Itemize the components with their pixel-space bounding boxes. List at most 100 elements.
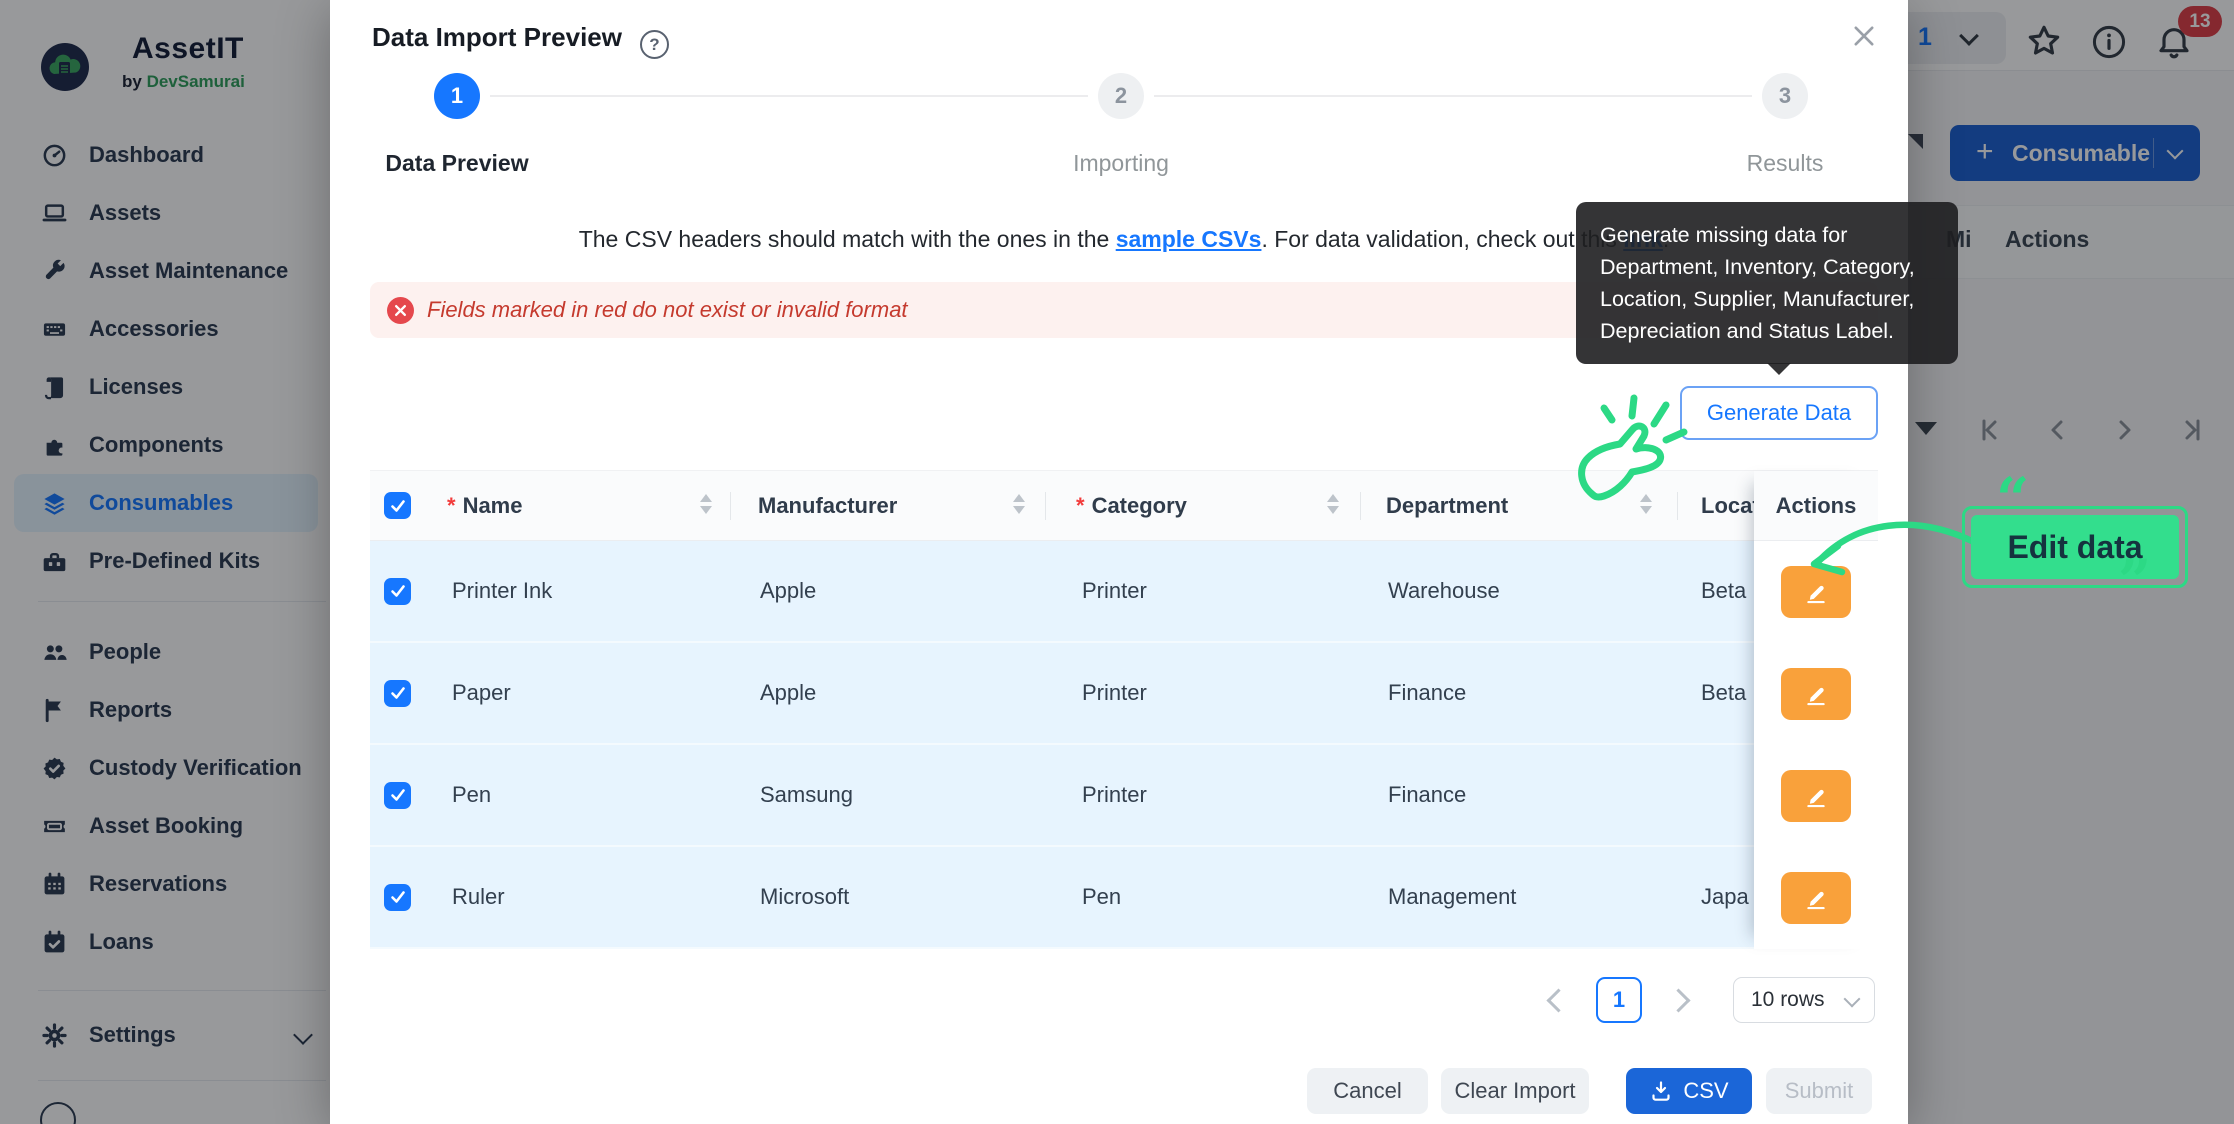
next-page-icon[interactable] — [1666, 988, 1691, 1013]
column-divider — [1045, 492, 1046, 520]
first-page-icon[interactable] — [1975, 416, 2003, 444]
generate-data-button[interactable]: Generate Data — [1680, 386, 1878, 440]
submit-button[interactable]: Submit — [1766, 1068, 1872, 1114]
edit-row-button[interactable] — [1781, 668, 1851, 720]
quote-close-icon: ” — [2118, 547, 2152, 615]
sort-icon[interactable] — [1013, 494, 1025, 514]
license-icon — [44, 376, 64, 399]
cell-manufacturer: Microsoft — [760, 884, 850, 909]
info-icon[interactable] — [2090, 23, 2128, 61]
column-header-department[interactable]: Department — [1386, 493, 1509, 518]
cell-category: Printer — [1082, 680, 1147, 705]
row-checkbox[interactable] — [384, 847, 411, 947]
notification-bell-icon[interactable] — [2154, 24, 2194, 64]
column-header-location[interactable]: Location — [1701, 493, 1755, 518]
sidebar-divider — [38, 990, 326, 991]
dropdown-caret-icon[interactable] — [1915, 422, 1937, 435]
prev-page-icon[interactable] — [2043, 416, 2071, 444]
sidebar-item-label: Reservations — [89, 871, 228, 896]
sidebar-item-label: Asset Maintenance — [89, 258, 289, 283]
sort-icon[interactable] — [1327, 494, 1339, 514]
last-page-icon[interactable] — [2179, 416, 2207, 444]
edit-row-button[interactable] — [1781, 566, 1851, 618]
column-header-manufacturer[interactable]: Manufacturer — [758, 493, 898, 518]
table-row[interactable]: Paper Apple Printer Finance Beta — [370, 643, 1878, 745]
column-divider — [730, 492, 731, 520]
prev-page-icon[interactable] — [1546, 988, 1571, 1013]
step-connector — [1154, 95, 1752, 97]
sidebar-divider — [38, 601, 326, 602]
sample-csvs-link[interactable]: sample CSVs — [1115, 226, 1262, 252]
quote-open-icon: “ — [1996, 465, 2030, 533]
page-size-select[interactable]: 10 rows — [1733, 977, 1875, 1023]
sidebar-item-consumables[interactable]: Consumables — [14, 474, 318, 532]
button-divider — [2153, 138, 2154, 168]
sidebar-item-licenses[interactable]: Licenses — [14, 358, 318, 416]
sidebar-item-reports[interactable]: Reports — [14, 681, 318, 739]
cell-department: Warehouse — [1388, 578, 1500, 603]
sidebar-item-accessories[interactable]: Accessories — [14, 300, 318, 358]
cancel-button[interactable]: Cancel — [1307, 1068, 1428, 1114]
sidebar-item-dashboard[interactable]: Dashboard — [14, 126, 318, 184]
sidebar-item-asset-maintenance[interactable]: Asset Maintenance — [14, 242, 318, 300]
sidebar-item-label: Loans — [89, 929, 154, 954]
actions-column-header: Actions — [2005, 226, 2090, 252]
cell-manufacturer: Apple — [760, 578, 817, 603]
sidebar-item-custody-verification[interactable]: Custody Verification — [14, 739, 318, 797]
sidebar-divider — [38, 1080, 326, 1081]
plus-icon: + — [1976, 135, 1994, 168]
brand-byline: by DevSamurai — [122, 72, 245, 91]
sort-icon[interactable] — [700, 494, 712, 514]
sidebar-item-asset-booking[interactable]: Asset Booking — [14, 797, 318, 855]
sidebar-item-loans[interactable]: Loans — [14, 913, 318, 971]
step-1-label: Data Preview — [385, 150, 529, 176]
sidebar-item-label: Reports — [89, 697, 173, 722]
workspace-selector-value: 1 — [1918, 23, 1932, 51]
edit-row-button[interactable] — [1781, 770, 1851, 822]
table-row[interactable]: Pen Samsung Printer Finance — [370, 745, 1878, 847]
close-icon[interactable] — [1842, 14, 1886, 58]
step-3-circle: 3 — [1762, 73, 1808, 119]
sort-icon[interactable] — [1640, 494, 1652, 514]
step-2-label: Importing — [1073, 150, 1169, 176]
sidebar-item-label: Consumables — [89, 490, 234, 515]
sidebar-item-label: Accessories — [89, 316, 219, 341]
sidebar-item-label: Pre-Defined Kits — [89, 548, 261, 573]
row-checkbox[interactable] — [384, 643, 411, 743]
notification-badge: 13 — [2178, 6, 2222, 37]
cell-name: Paper — [452, 680, 511, 705]
clear-import-button[interactable]: Clear Import — [1441, 1068, 1589, 1114]
sidebar-item-pre-defined-kits[interactable]: Pre-Defined Kits — [14, 532, 318, 590]
table-row[interactable]: Printer Ink Apple Printer Warehouse Beta — [370, 541, 1878, 643]
row-checkbox[interactable] — [384, 541, 411, 641]
sidebar-item-settings[interactable]: Settings — [14, 1006, 318, 1064]
brand-name: AssetIT — [132, 32, 244, 65]
current-page-button[interactable]: 1 — [1596, 977, 1642, 1023]
next-page-icon[interactable] — [2111, 416, 2139, 444]
cell-location: Japa — [1701, 884, 1749, 909]
edit-row-button[interactable] — [1781, 872, 1851, 924]
data-import-preview-modal: Data Import Preview ? 1 2 3 Data Preview… — [330, 0, 1908, 1124]
add-consumable-button[interactable]: + Consumable — [1950, 125, 2200, 181]
generate-data-tooltip: Generate missing data for Department, In… — [1576, 202, 1958, 375]
sidebar-item-assets[interactable]: Assets — [14, 184, 318, 242]
row-checkbox[interactable] — [384, 745, 411, 845]
sidebar-item-people[interactable]: People — [14, 623, 318, 681]
cell-manufacturer: Samsung — [760, 782, 853, 807]
cell-name: Printer Ink — [452, 578, 553, 603]
table-row[interactable]: Ruler Microsoft Pen Management Japa — [370, 847, 1878, 949]
download-csv-button[interactable]: CSV — [1626, 1068, 1752, 1114]
select-all-checkbox[interactable] — [384, 492, 411, 519]
favorite-star-icon[interactable] — [2024, 22, 2064, 62]
cell-name: Ruler — [452, 884, 505, 909]
assetit-logo-icon — [41, 43, 89, 91]
column-header-name[interactable]: Name — [447, 471, 523, 541]
badge-check-icon — [43, 757, 66, 779]
column-header-category[interactable]: Category — [1076, 471, 1187, 541]
calendar-icon — [44, 872, 65, 894]
question-circle-icon[interactable]: ? — [640, 30, 669, 59]
sidebar-item-components[interactable]: Components — [14, 416, 318, 474]
sidebar-item-reservations[interactable]: Reservations — [14, 855, 318, 913]
calendar-check-icon — [44, 930, 65, 952]
sidebar-item-label: Dashboard — [89, 142, 204, 167]
